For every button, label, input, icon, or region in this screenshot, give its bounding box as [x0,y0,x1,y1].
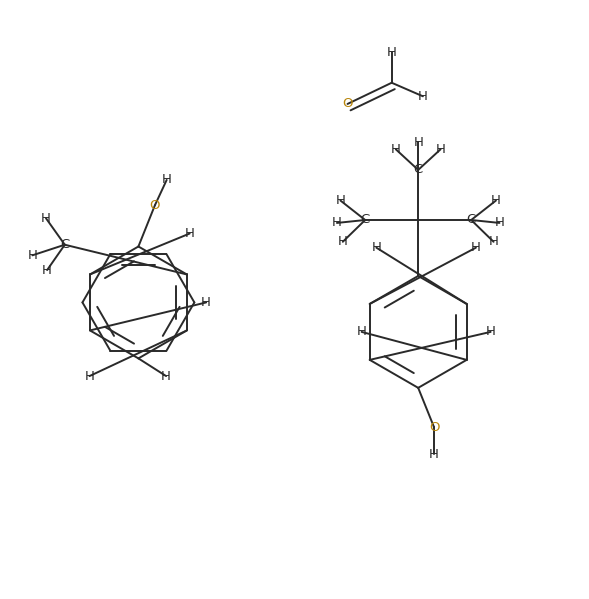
Text: O: O [429,421,439,434]
Text: H: H [436,143,445,156]
Text: H: H [336,194,345,207]
Text: H: H [491,194,501,207]
Text: H: H [413,136,423,149]
Text: O: O [150,199,160,212]
Text: H: H [85,370,94,383]
Text: H: H [332,216,342,229]
Text: H: H [201,296,211,309]
Text: H: H [357,325,366,338]
Text: H: H [41,211,51,225]
Text: H: H [42,264,52,277]
Text: O: O [342,98,353,110]
Text: H: H [387,46,396,59]
Text: H: H [429,448,439,461]
Text: H: H [185,227,194,240]
Text: H: H [495,216,504,229]
Text: C: C [466,213,476,226]
Text: H: H [372,241,381,254]
Text: H: H [391,143,401,156]
Text: H: H [418,90,428,103]
Text: H: H [486,325,495,338]
Text: C: C [60,238,70,251]
Text: H: H [161,370,171,383]
Text: H: H [162,174,171,186]
Text: H: H [489,235,498,248]
Text: C: C [360,213,370,226]
Text: H: H [471,241,481,254]
Text: H: H [28,249,37,262]
Text: C: C [413,164,423,177]
Text: H: H [338,235,348,248]
